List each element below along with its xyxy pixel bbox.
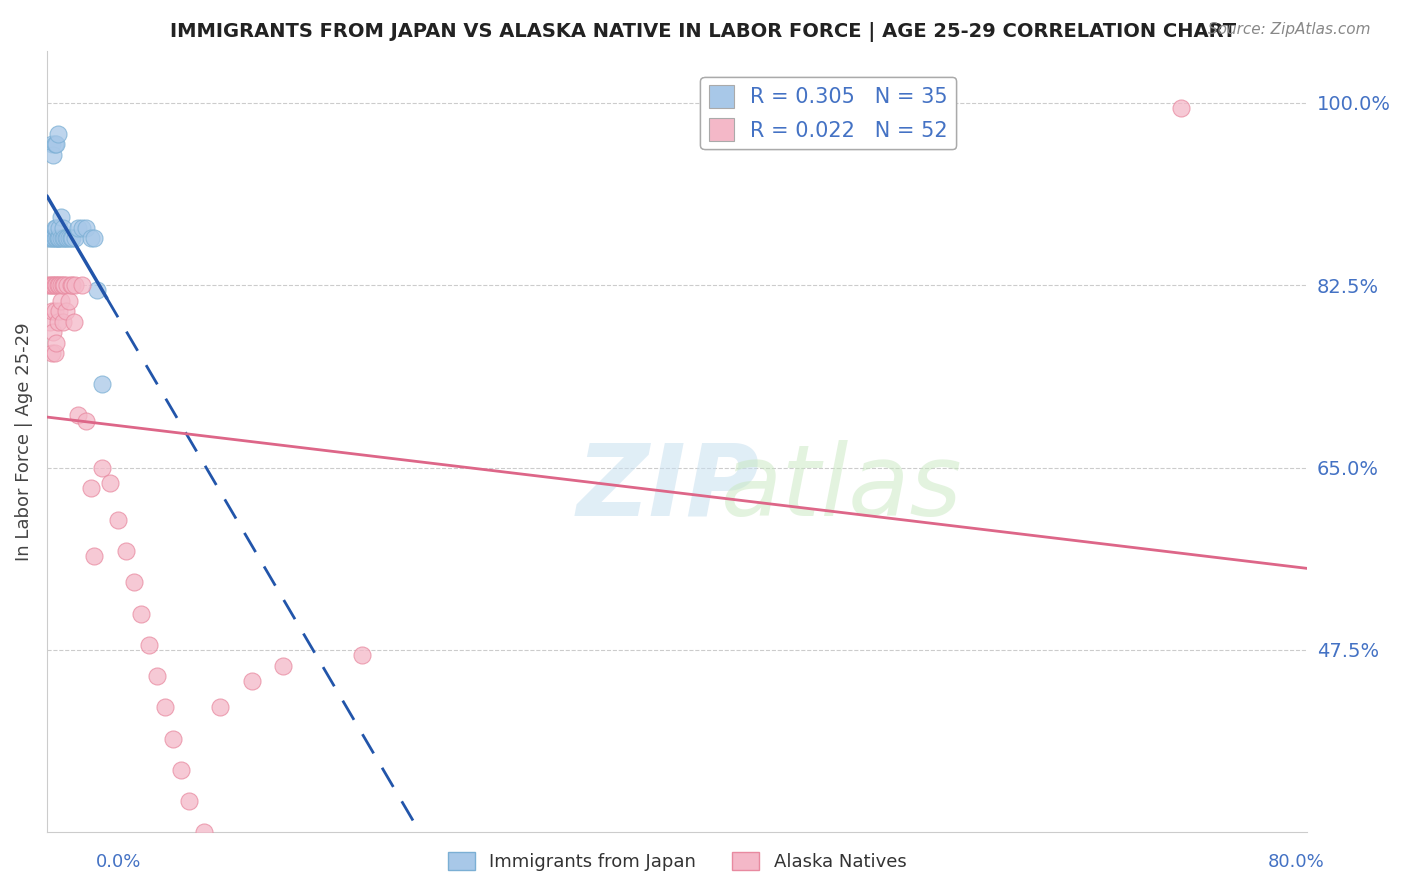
Point	[177, 794, 200, 808]
Point	[60, 278, 83, 293]
Point	[42, 278, 65, 293]
Y-axis label: In Labor Force | Age 25-29: In Labor Force | Age 25-29	[15, 322, 32, 561]
Point	[146, 669, 169, 683]
Point	[37, 278, 59, 293]
Point	[1170, 101, 1192, 115]
Point	[240, 674, 263, 689]
Point	[52, 231, 75, 245]
Point	[49, 278, 72, 293]
Point	[56, 231, 79, 245]
Point	[70, 278, 93, 293]
Point	[39, 278, 62, 293]
Point	[62, 315, 84, 329]
Point	[41, 231, 63, 245]
Point	[138, 638, 160, 652]
Point	[39, 315, 62, 329]
Text: IMMIGRANTS FROM JAPAN VS ALASKA NATIVE IN LABOR FORCE | AGE 25-29 CORRELATION CH: IMMIGRANTS FROM JAPAN VS ALASKA NATIVE I…	[170, 22, 1236, 42]
Point	[48, 231, 70, 245]
Point	[44, 231, 66, 245]
Point	[122, 575, 145, 590]
Point	[56, 278, 79, 293]
Point	[60, 231, 83, 245]
Point	[49, 211, 72, 225]
Point	[86, 284, 108, 298]
Point	[52, 220, 75, 235]
Point	[98, 476, 121, 491]
Text: ZIP: ZIP	[576, 440, 759, 537]
Point	[48, 278, 70, 293]
Point	[52, 278, 75, 293]
Point	[193, 825, 215, 839]
Point	[45, 220, 67, 235]
Point	[41, 304, 63, 318]
Point	[67, 220, 90, 235]
Point	[67, 409, 90, 423]
Point	[53, 278, 76, 293]
Point	[83, 549, 105, 564]
Point	[49, 231, 72, 245]
Point	[46, 315, 69, 329]
Point	[65, 278, 87, 293]
Point	[48, 220, 70, 235]
Point	[44, 278, 66, 293]
Point	[91, 377, 114, 392]
Point	[170, 763, 193, 777]
Point	[153, 700, 176, 714]
Point	[41, 278, 63, 293]
Point	[271, 658, 294, 673]
Point	[44, 220, 66, 235]
Point	[42, 231, 65, 245]
Point	[75, 220, 97, 235]
Text: atlas: atlas	[721, 440, 963, 537]
Point	[42, 148, 65, 162]
Point	[52, 315, 75, 329]
Point	[44, 346, 66, 360]
Point	[44, 137, 66, 152]
Point	[80, 231, 103, 245]
Point	[59, 278, 82, 293]
Point	[46, 231, 69, 245]
Point	[59, 231, 82, 245]
Point	[46, 127, 69, 141]
Point	[45, 278, 67, 293]
Point	[55, 304, 77, 318]
Point	[107, 513, 129, 527]
Point	[91, 460, 114, 475]
Legend: R = 0.305   N = 35, R = 0.022   N = 52: R = 0.305 N = 35, R = 0.022 N = 52	[700, 77, 956, 149]
Point	[45, 137, 67, 152]
Point	[114, 544, 136, 558]
Point	[41, 346, 63, 360]
Point	[162, 731, 184, 746]
Text: 80.0%: 80.0%	[1268, 853, 1324, 871]
Point	[55, 231, 77, 245]
Point	[131, 607, 153, 621]
Point	[83, 231, 105, 245]
Point	[49, 293, 72, 308]
Point	[209, 700, 232, 714]
Point	[58, 231, 80, 245]
Point	[65, 231, 87, 245]
Point	[45, 231, 67, 245]
Point	[70, 220, 93, 235]
Point	[44, 304, 66, 318]
Point	[41, 137, 63, 152]
Point	[48, 304, 70, 318]
Point	[58, 293, 80, 308]
Point	[37, 231, 59, 245]
Point	[39, 231, 62, 245]
Point	[53, 231, 76, 245]
Point	[80, 482, 103, 496]
Point	[42, 325, 65, 339]
Point	[350, 648, 373, 663]
Point	[75, 414, 97, 428]
Point	[46, 278, 69, 293]
Text: 0.0%: 0.0%	[96, 853, 141, 871]
Point	[45, 335, 67, 350]
Point	[46, 231, 69, 245]
Text: Source: ZipAtlas.com: Source: ZipAtlas.com	[1208, 22, 1371, 37]
